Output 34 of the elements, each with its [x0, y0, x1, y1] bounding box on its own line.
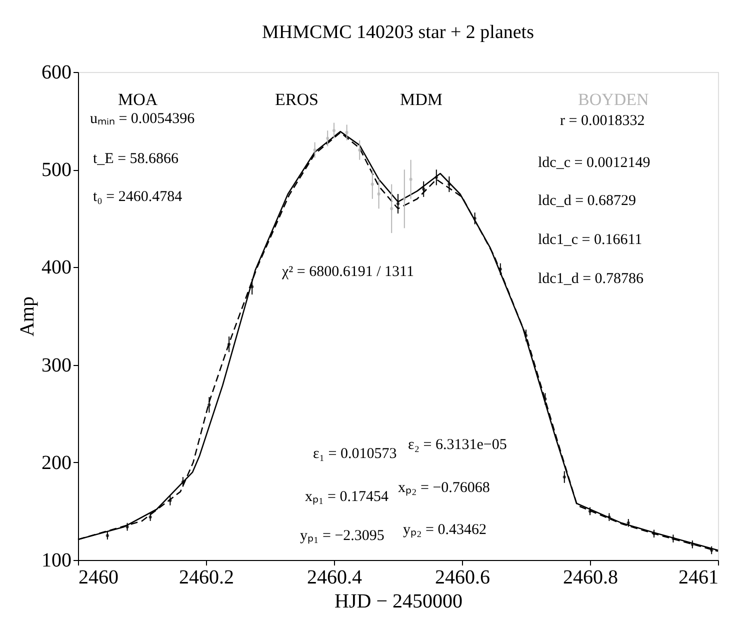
annotation: yₚ₂ = 0.43462 [403, 522, 486, 538]
annotation: ε₁ = 0.010573 [313, 446, 397, 462]
y-tick-label: 200 [42, 452, 72, 474]
annotation: χ² = 6800.6191 / 1311 [281, 264, 414, 280]
annotation: yₚ₁ = −2.3095 [300, 528, 384, 544]
annotation: ldc1_c = 0.16611 [538, 232, 642, 248]
x-tick-label: 2460 [78, 566, 118, 588]
y-tick-label: 600 [42, 62, 72, 84]
x-tick-label: 2460.2 [179, 566, 234, 588]
x-tick-label: 2460.8 [563, 566, 618, 588]
annotation: t₀ = 2460.4784 [93, 189, 183, 205]
chart-title: MHMCMC 140203 star + 2 planets [262, 22, 534, 43]
x-axis-title: HJD − 2450000 [334, 590, 462, 612]
annotation: xₚ₁ = 0.17454 [305, 489, 389, 505]
annotation: t_E = 58.6866 [93, 151, 180, 167]
y-tick-label: 100 [42, 550, 72, 572]
text: BOYDEN [578, 90, 649, 109]
x-tick-label: 2460.6 [435, 566, 490, 588]
annotation: uₘᵢₙ = 0.0054396 [90, 111, 196, 127]
annotation: ldc_c = 0.0012149 [538, 155, 650, 171]
annotation: MDM [400, 90, 443, 109]
annotation: ldc_d = 0.68729 [538, 193, 636, 209]
annotation: xₚ₂ = −0.76068 [398, 480, 490, 496]
annotation: EROS [275, 90, 318, 109]
y-tick-label: 300 [42, 354, 72, 376]
y-axis-title: Amp [16, 296, 38, 336]
x-tick-label: 2460.4 [307, 566, 362, 588]
annotation: r = 0.0018332 [560, 113, 645, 129]
annotation: ε₂ = 6.3131e−05 [408, 437, 507, 453]
y-tick-label: 500 [42, 159, 72, 182]
x-tick-label: 2461 [678, 566, 718, 588]
annotation: ldc1_d = 0.78786 [538, 271, 644, 287]
y-tick-label: 400 [42, 256, 72, 279]
annotation: MOA [118, 90, 158, 109]
